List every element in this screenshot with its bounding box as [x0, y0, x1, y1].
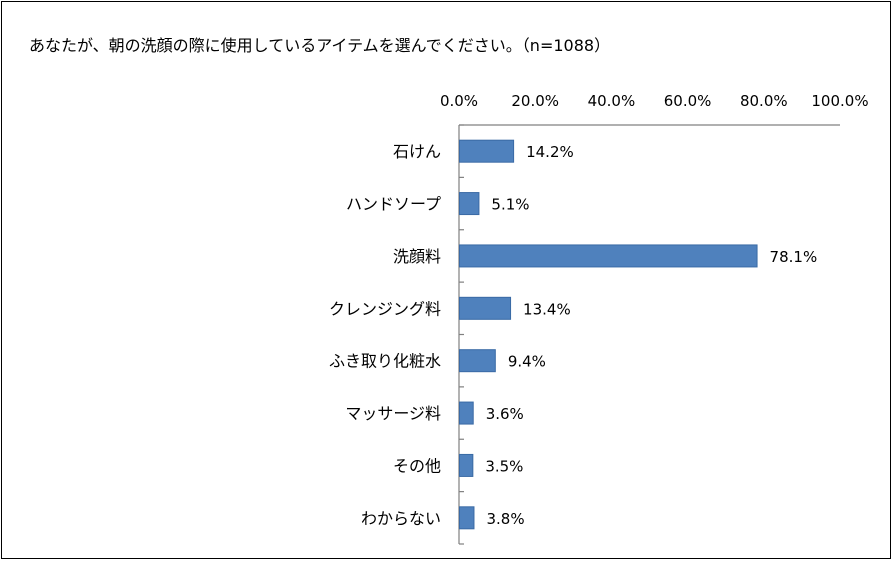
bar	[459, 401, 474, 425]
value-label: 3.6%	[486, 405, 524, 423]
value-label: 14.2%	[526, 143, 574, 161]
value-label: 13.4%	[523, 300, 571, 318]
bar	[459, 244, 758, 268]
category-label: ハンドソープ	[346, 195, 441, 214]
bar	[459, 506, 475, 530]
value-label: 5.1%	[491, 196, 529, 214]
axes	[458, 124, 840, 545]
category-label: マッサージ料	[345, 404, 441, 423]
x-tick-label: 80.0%	[740, 92, 788, 110]
x-tick-labels: 0.0% 20.0% 40.0% 60.0% 80.0% 100.0%	[440, 92, 869, 110]
value-label: 3.5%	[485, 457, 523, 475]
x-tick-label: 100.0%	[811, 92, 868, 110]
category-label: その他	[393, 456, 441, 475]
category-label: 洗顔料	[393, 247, 441, 266]
x-tick-label: 60.0%	[664, 92, 712, 110]
bar	[459, 192, 480, 216]
category-label: 石けん	[393, 142, 441, 161]
category-label: ふき取り化粧水	[329, 352, 441, 371]
x-tick-label: 0.0%	[440, 92, 478, 110]
category-label: わからない	[361, 509, 441, 528]
value-label: 78.1%	[770, 248, 818, 266]
chart-title: あなたが、朝の洗顔の際に使用しているアイテムを選んでください。（n=1088）	[29, 36, 610, 55]
value-label: 9.4%	[508, 353, 546, 371]
x-tick-label: 20.0%	[511, 92, 559, 110]
bar	[459, 349, 496, 373]
bars	[459, 139, 758, 530]
x-tick-label: 40.0%	[588, 92, 636, 110]
category-label: クレンジング料	[329, 299, 441, 318]
bar	[459, 453, 474, 477]
bar	[459, 139, 515, 163]
value-label: 3.8%	[486, 510, 524, 528]
bar	[459, 296, 512, 320]
value-labels: 14.2% 5.1% 78.1% 13.4% 9.4% 3.6% 3.5% 3.8%	[485, 143, 817, 528]
